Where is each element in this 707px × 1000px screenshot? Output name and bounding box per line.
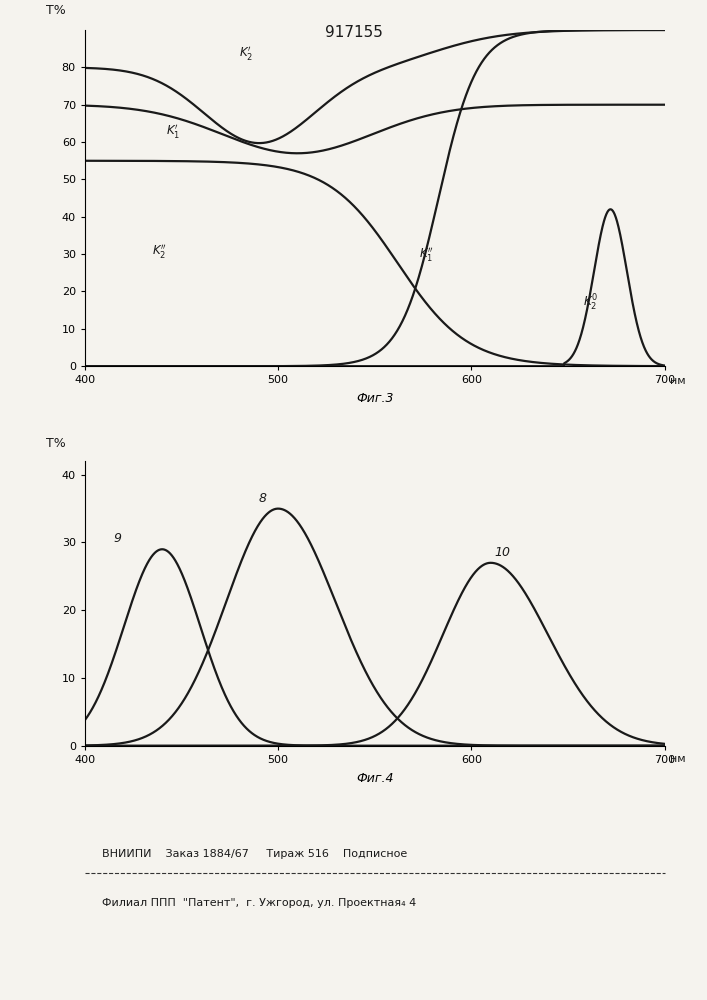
X-axis label: Фиг.4: Фиг.4	[356, 772, 394, 785]
Text: 9: 9	[114, 532, 122, 545]
Text: T%: T%	[46, 4, 66, 17]
Text: 8: 8	[259, 492, 267, 505]
Text: $K_2^0$: $K_2^0$	[583, 293, 599, 313]
Text: $K_1'$: $K_1'$	[166, 122, 180, 140]
Text: 917155: 917155	[325, 25, 382, 40]
Text: ВНИИПИ    Заказ 1884/67     Тираж 516    Подписное: ВНИИПИ Заказ 1884/67 Тираж 516 Подписное	[103, 849, 407, 859]
Text: 10: 10	[494, 546, 510, 559]
Text: $K_1''$: $K_1''$	[419, 245, 434, 263]
Text: нм: нм	[670, 376, 686, 386]
Text: $K_2'$: $K_2'$	[240, 44, 254, 62]
Text: T%: T%	[46, 437, 66, 450]
Text: Филиал ППП  "Патент",  г. Ужгород, ул. Проектная₄ 4: Филиал ППП "Патент", г. Ужгород, ул. Про…	[103, 898, 416, 908]
X-axis label: Фиг.3: Фиг.3	[356, 392, 394, 405]
Text: нм: нм	[670, 754, 686, 764]
Text: $K_2''$: $K_2''$	[153, 242, 168, 260]
